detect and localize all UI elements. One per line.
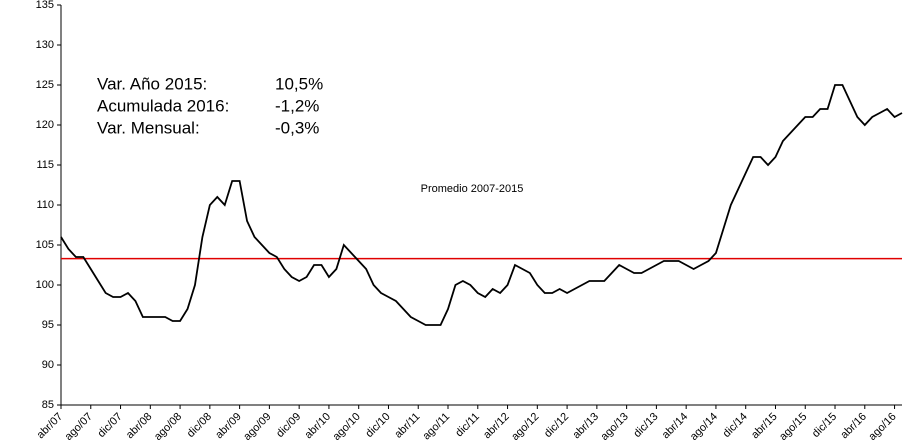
y-tick-label: 125: [36, 79, 54, 91]
x-tick-label: ago/14: [688, 411, 720, 443]
x-tick-label: ago/08: [152, 411, 184, 443]
y-tick-label: 120: [36, 119, 54, 131]
y-tick-label: 110: [36, 199, 54, 211]
annotation-value: 10,5%: [275, 74, 323, 93]
annotation-label: Var. Año 2015:: [97, 74, 207, 93]
x-tick-label: dic/09: [274, 411, 303, 440]
annotation-label: Acumulada 2016:: [97, 96, 229, 115]
x-tick-label: ago/11: [420, 411, 452, 443]
x-tick-label: ago/09: [241, 411, 273, 443]
x-tick-label: abr/15: [749, 411, 780, 442]
x-tick-label: abr/14: [660, 411, 691, 442]
x-tick-label: abr/10: [303, 411, 334, 442]
y-tick-label: 85: [42, 399, 54, 411]
x-tick-label: ago/10: [331, 411, 363, 443]
x-tick-label: dic/07: [95, 411, 124, 440]
y-tick-label: 90: [42, 359, 54, 371]
y-tick-label: 135: [36, 0, 54, 11]
y-tick-label: 95: [42, 319, 54, 331]
x-tick-label: abr/09: [213, 411, 244, 442]
x-tick-label: abr/13: [570, 411, 601, 442]
x-tick-label: ago/07: [63, 411, 95, 443]
x-tick-label: ago/16: [866, 411, 898, 443]
x-tick-label: dic/15: [810, 411, 839, 440]
x-tick-label: dic/11: [453, 411, 482, 440]
x-tick-label: abr/16: [838, 411, 869, 442]
x-tick-label: abr/07: [35, 411, 66, 442]
x-tick-label: dic/08: [185, 411, 214, 440]
x-tick-label: dic/13: [631, 411, 660, 440]
x-tick-label: abr/12: [481, 411, 512, 442]
series-line: [60, 84, 903, 326]
x-tick-label: ago/12: [509, 411, 541, 443]
y-tick-label: 105: [36, 239, 54, 251]
x-tick-label: ago/15: [777, 411, 809, 443]
x-tick-label: ago/13: [599, 411, 631, 443]
x-tick-label: abr/11: [392, 411, 422, 441]
annotation-value: -0,3%: [275, 118, 319, 137]
y-tick-label: 100: [36, 279, 54, 291]
annotation-label: Var. Mensual:: [97, 118, 200, 137]
x-tick-label: dic/12: [542, 411, 571, 440]
y-tick-label: 115: [36, 159, 54, 171]
x-tick-label: dic/10: [363, 411, 392, 440]
annotation-value: -1,2%: [275, 96, 319, 115]
x-tick-label: dic/14: [721, 411, 750, 440]
x-tick-label: abr/08: [124, 411, 155, 442]
reference-label: Promedio 2007-2015: [421, 183, 524, 195]
y-tick-label: 130: [36, 39, 54, 51]
